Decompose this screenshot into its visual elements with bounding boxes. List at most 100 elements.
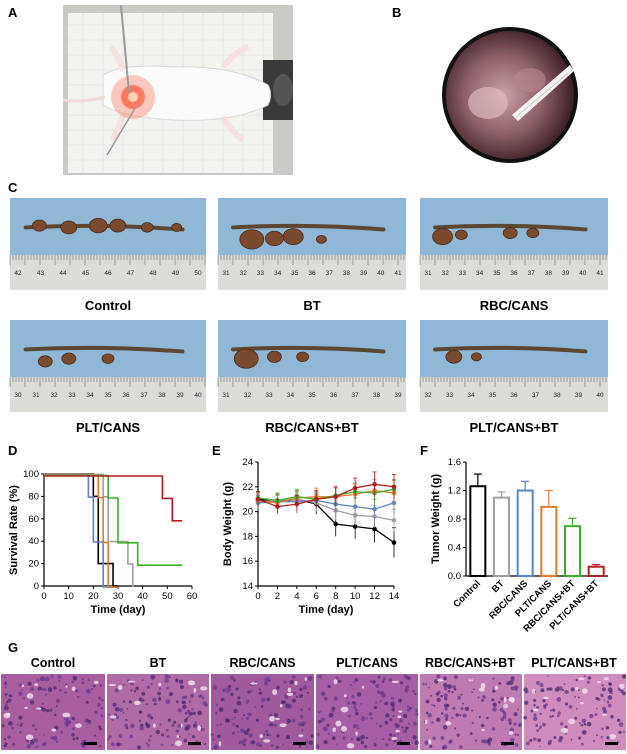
he-nucleus [622,674,627,679]
he-nucleus [218,707,224,713]
tumor-y-tick-label: 0.8 [448,514,461,525]
he-nucleus [415,708,419,712]
weight-y-tick-label: 14 [242,581,253,592]
he-nucleus [440,712,444,715]
he-nucleus [21,689,23,691]
weight-point [391,484,397,490]
he-nucleus [149,735,152,738]
he-scale-bar [84,742,97,745]
he-nucleus [210,732,214,737]
he-nucleus [385,743,389,747]
he-nucleus [331,706,336,711]
tumor-nodule [282,228,304,246]
he-nucleus [118,707,124,713]
he-nucleus [389,718,393,722]
he-nucleus [601,695,604,698]
he-nucleus [510,737,515,743]
tumor-category-label: Control [451,578,483,610]
tumor-nodule [526,227,540,239]
he-nucleus [365,736,369,740]
he-nucleus [443,682,448,688]
ruler-label: 41 [394,270,402,277]
he-nucleus [435,717,441,723]
he-nucleus [263,681,269,686]
he-nucleus [175,729,180,733]
he-nucleus [299,687,303,691]
he-space [65,685,68,688]
weight-x-tick-label: 0 [255,591,260,602]
he-nucleus [349,683,352,687]
he-nucleus [198,695,201,698]
he-nucleus [581,718,587,724]
ruler-label: 37 [532,392,540,399]
ruler-label: 31 [222,392,230,399]
he-nucleus [6,700,9,704]
he-space [619,683,625,690]
he-nucleus [539,745,541,748]
he-nucleus [477,696,480,699]
tumor-nodule [266,350,282,363]
he-nucleus [413,721,417,726]
he-nucleus [457,695,462,700]
he-space [71,686,76,692]
survival-x-tick-label: 30 [113,591,124,602]
he-nucleus [164,674,169,679]
he-nucleus [129,734,134,739]
he-nucleus [506,696,509,699]
he-nucleus [179,684,184,690]
he-nucleus [168,692,174,697]
tumor-bar-PLT/CANS+BT [587,565,605,578]
he-nucleus [29,700,35,705]
he-nucleus [99,684,102,687]
he-space [176,735,180,738]
he-nucleus [204,743,207,746]
he-nucleus [153,702,157,706]
ruler-label: 44 [59,270,67,277]
he-nucleus [513,722,517,726]
weight-point [352,524,358,529]
weight-point [372,482,377,487]
specimen-photo-2: 31 32 33 34 35 36 37 38 39 40 41 [419,198,608,290]
he-nucleus [394,722,398,727]
weight-x-tick-label: 2 [275,591,280,602]
he-nucleus [183,738,188,743]
he-nucleus [97,702,101,707]
he-nucleus [546,687,550,691]
survival-y-tick-label: 60 [28,514,39,525]
he-nucleus [243,730,249,735]
he-nucleus [130,723,135,729]
he-nucleus [514,733,517,736]
he-space [391,736,398,741]
he-nucleus [318,720,322,724]
he-space [361,685,365,689]
he-nucleus [142,699,145,702]
he-nucleus [273,723,277,728]
he-nucleus [238,740,243,745]
he-nucleus [360,740,365,745]
he-nucleus [535,724,539,727]
he-nucleus [192,723,197,728]
tumor-nodule [432,228,453,246]
he-nucleus [532,737,537,741]
he-nucleus [595,696,599,701]
he-nucleus [425,683,428,686]
he-nucleus [123,683,126,686]
he-space [269,715,275,722]
he-nucleus [388,738,391,741]
he-space [531,688,536,695]
he-nucleus [4,686,7,689]
he-nucleus [71,716,75,721]
ruler-label: 35 [104,392,112,399]
he-nucleus [4,681,8,684]
he-nucleus [492,707,497,712]
he-nucleus [237,730,240,733]
he-nucleus [461,702,464,705]
he-nucleus [337,679,342,683]
he-nucleus [370,717,373,720]
he-nucleus [139,726,144,731]
tumor-bar-Control [469,485,487,577]
ruler-label: 49 [172,270,180,277]
he-nucleus [276,685,280,690]
he-nucleus [600,735,604,739]
he-space [62,712,71,718]
